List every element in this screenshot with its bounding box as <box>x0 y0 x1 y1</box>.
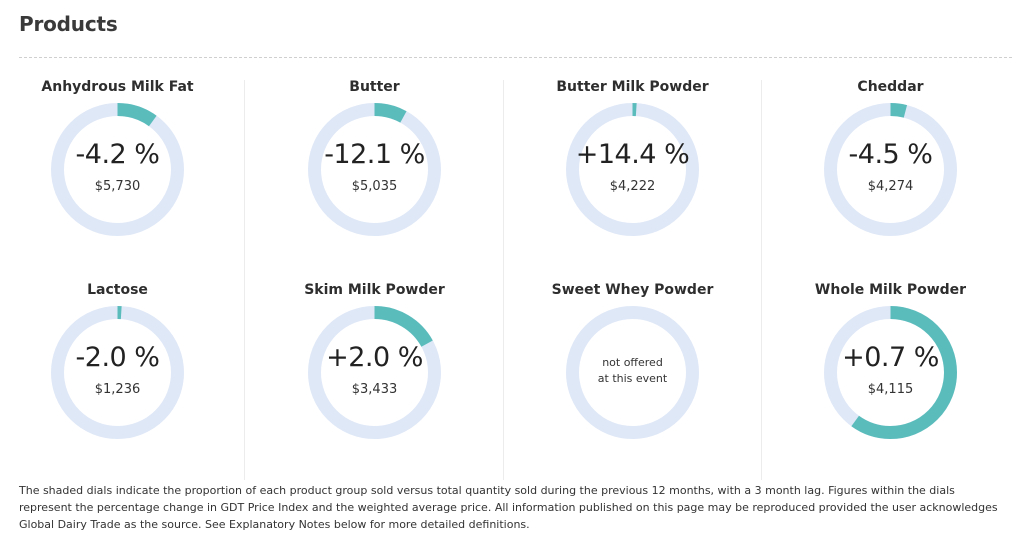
product-name: Butter <box>349 79 400 95</box>
dial-share-arc <box>308 103 441 236</box>
product-name: Anhydrous Milk Fat <box>41 79 194 95</box>
share-dial <box>824 306 957 439</box>
share-dial <box>51 306 184 439</box>
dial-track <box>308 103 441 236</box>
title-divider <box>19 57 1012 58</box>
dial-share-arc <box>308 306 441 439</box>
dial-share-arc <box>51 103 184 236</box>
product-name: Sweet Whey Powder <box>551 282 714 298</box>
share-dial <box>51 103 184 236</box>
average-price: $3,433 <box>351 381 398 397</box>
share-dial <box>566 306 699 439</box>
product-card-cheddar: Cheddar -4.5 % $4,274 <box>762 79 1019 279</box>
product-name: Skim Milk Powder <box>304 282 445 298</box>
product-card-anhydrous-milk-fat: Anhydrous Milk Fat -4.2 % $5,730 <box>0 79 246 279</box>
footnote: The shaded dials indicate the proportion… <box>19 484 998 531</box>
dial-track <box>566 306 699 439</box>
dial-share-arc <box>824 306 957 439</box>
product-card-butter: Butter -12.1 % $5,035 <box>246 79 503 279</box>
average-price: $4,115 <box>867 381 914 397</box>
page-title: Products <box>19 12 118 36</box>
product-name: Whole Milk Powder <box>814 282 967 298</box>
share-dial <box>308 306 441 439</box>
average-price: $1,236 <box>94 381 141 397</box>
product-name: Butter Milk Powder <box>556 79 709 95</box>
product-name: Lactose <box>87 282 148 298</box>
price-change: -4.5 % <box>848 138 933 170</box>
product-card-butter-milk-powder: Butter Milk Powder +14.4 % $4,222 <box>504 79 761 279</box>
dial-track <box>824 103 957 236</box>
column-divider <box>244 80 245 480</box>
share-dial <box>308 103 441 236</box>
average-price: $4,222 <box>609 178 656 194</box>
not-offered-text: at this event <box>597 371 668 385</box>
dial-share-arc <box>566 103 699 236</box>
price-change: +14.4 % <box>575 138 690 170</box>
price-change: -12.1 % <box>324 138 425 170</box>
dial-track <box>51 103 184 236</box>
not-offered-text: not offered <box>602 355 663 369</box>
price-change: +2.0 % <box>326 341 423 373</box>
column-divider <box>503 80 504 480</box>
dial-share-arc <box>51 306 184 439</box>
share-dial <box>566 103 699 236</box>
share-dial <box>824 103 957 236</box>
product-card-sweet-whey-powder: Sweet Whey Powder not offered at this even… <box>504 282 761 482</box>
product-card-whole-milk-powder: Whole Milk Powder +0.7 % $4,115 <box>762 282 1019 482</box>
price-change: -4.2 % <box>75 138 160 170</box>
average-price: $5,035 <box>351 178 398 194</box>
average-price: $4,274 <box>867 178 914 194</box>
dial-track <box>51 306 184 439</box>
product-card-skim-milk-powder: Skim Milk Powder +2.0 % $3,433 <box>246 282 503 482</box>
dial-share-arc <box>824 103 957 236</box>
average-price: $5,730 <box>94 178 141 194</box>
product-card-lactose: Lactose -2.0 % $1,236 <box>0 282 246 482</box>
dial-track <box>566 103 699 236</box>
price-change: -2.0 % <box>75 341 160 373</box>
product-name: Cheddar <box>857 79 924 95</box>
price-change: +0.7 % <box>842 341 939 373</box>
column-divider <box>761 80 762 480</box>
